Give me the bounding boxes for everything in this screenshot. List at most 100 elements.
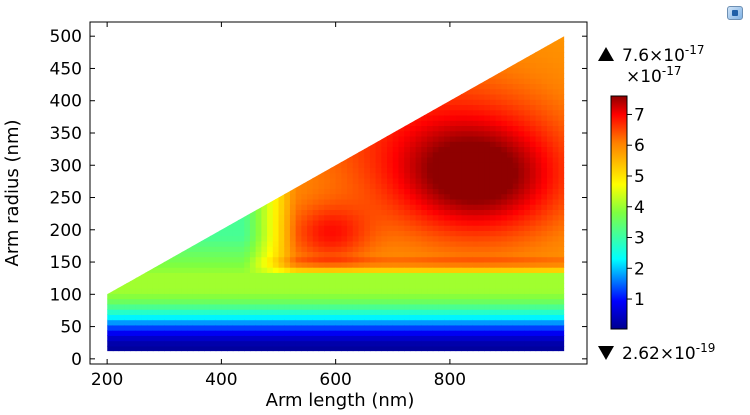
heatmap-cell	[484, 298, 491, 305]
heatmap-cell	[535, 246, 542, 252]
heatmap-cell	[501, 104, 508, 111]
heatmap-cell	[455, 298, 462, 305]
heatmap-cell	[467, 345, 474, 352]
heatmap-cell	[244, 293, 251, 300]
heatmap-cell	[438, 151, 445, 158]
heatmap-cell	[318, 214, 325, 221]
heatmap-cell	[535, 99, 542, 106]
heatmap-cell	[444, 125, 451, 132]
heatmap-cell	[495, 104, 502, 111]
heatmap-cell	[535, 151, 542, 158]
heatmap-cell	[364, 324, 371, 331]
heatmap-cell	[347, 319, 354, 326]
heatmap-cell	[181, 293, 188, 300]
heatmap-cell	[432, 251, 440, 258]
heatmap-cell	[209, 235, 217, 242]
heatmap-cell	[518, 198, 525, 205]
heatmap-cell	[467, 340, 474, 347]
heatmap-cell	[347, 188, 354, 195]
heatmap-cell	[398, 146, 405, 153]
heatmap-cell	[392, 256, 400, 263]
heatmap-cell	[249, 309, 257, 315]
heatmap-cell	[489, 83, 497, 90]
heatmap-cell	[455, 146, 462, 153]
heatmap-cell	[524, 335, 531, 342]
heatmap-cell	[369, 298, 377, 305]
heatmap-cell	[227, 324, 234, 331]
heatmap-cell	[415, 298, 422, 305]
heatmap-cell	[175, 288, 182, 294]
heatmap-cell	[352, 288, 360, 294]
heatmap-cell	[347, 198, 354, 205]
heatmap-cell	[444, 298, 451, 305]
heatmap-cell	[478, 172, 485, 179]
heatmap-cell	[444, 109, 451, 116]
heatmap-cell	[318, 230, 325, 237]
heatmap-cell	[547, 183, 554, 189]
heatmap-cell	[387, 293, 394, 300]
heatmap-cell	[472, 198, 480, 205]
heatmap-cell	[347, 298, 354, 305]
heatmap-cell	[478, 183, 485, 189]
heatmap-cell	[284, 335, 291, 342]
heatmap-cell	[529, 88, 537, 95]
heatmap-cell	[318, 183, 325, 189]
heatmap-cell	[552, 261, 560, 268]
heatmap-cell	[449, 267, 457, 273]
heatmap-cell	[135, 330, 143, 336]
heatmap-cell	[312, 204, 320, 210]
heatmap-cell	[501, 172, 508, 179]
image-export-icon[interactable]	[727, 6, 743, 20]
heatmap-cell	[535, 120, 542, 127]
heatmap-cell	[444, 204, 451, 210]
heatmap-cell	[301, 330, 308, 336]
heatmap-cell	[301, 303, 308, 310]
heatmap-cell	[484, 214, 491, 221]
heatmap-cell	[541, 172, 548, 179]
heatmap-cell	[227, 256, 234, 263]
heatmap-cell	[552, 141, 560, 148]
heatmap-cell	[238, 340, 245, 347]
heatmap-cell	[495, 277, 502, 284]
heatmap-cell	[547, 62, 554, 69]
x-tick-label: 200	[91, 370, 123, 390]
heatmap-cell	[489, 198, 497, 205]
heatmap-cell	[215, 267, 222, 273]
heatmap-cell	[507, 198, 514, 205]
heatmap-cell	[518, 319, 525, 326]
heatmap-cell	[324, 183, 331, 189]
heatmap-cell	[495, 198, 502, 205]
heatmap-cell	[341, 314, 348, 321]
heatmap-cell	[381, 288, 388, 294]
heatmap-cell	[375, 162, 382, 169]
heatmap-cell	[484, 340, 491, 347]
heatmap-cell	[558, 57, 565, 64]
heatmap-cell	[472, 146, 480, 153]
heatmap-cell	[529, 83, 537, 90]
heatmap-cell	[381, 267, 388, 273]
heatmap-cell	[398, 261, 405, 268]
heatmap-cell	[529, 125, 537, 132]
heatmap-cell	[369, 309, 377, 315]
heatmap-cell	[347, 314, 354, 321]
heatmap-cell	[158, 288, 165, 294]
heatmap-cell	[295, 225, 302, 231]
heatmap-cell	[541, 156, 548, 163]
heatmap-cell	[489, 319, 497, 326]
heatmap-cell	[289, 188, 297, 195]
heatmap-cell	[169, 324, 177, 331]
heatmap-cell	[461, 319, 468, 326]
heatmap-cell	[432, 219, 440, 226]
heatmap-cell	[295, 335, 302, 342]
heatmap-cell	[307, 293, 314, 300]
heatmap-cell	[124, 324, 131, 331]
heatmap-cell	[535, 225, 542, 231]
heatmap-cell	[341, 272, 348, 279]
heatmap-cell	[238, 256, 245, 263]
heatmap-cell	[301, 209, 308, 216]
heatmap-cell	[444, 156, 451, 163]
heatmap-cell	[489, 167, 497, 174]
heatmap-cell	[472, 151, 480, 158]
heatmap-cell	[341, 293, 348, 300]
heatmap-cell	[518, 104, 525, 111]
